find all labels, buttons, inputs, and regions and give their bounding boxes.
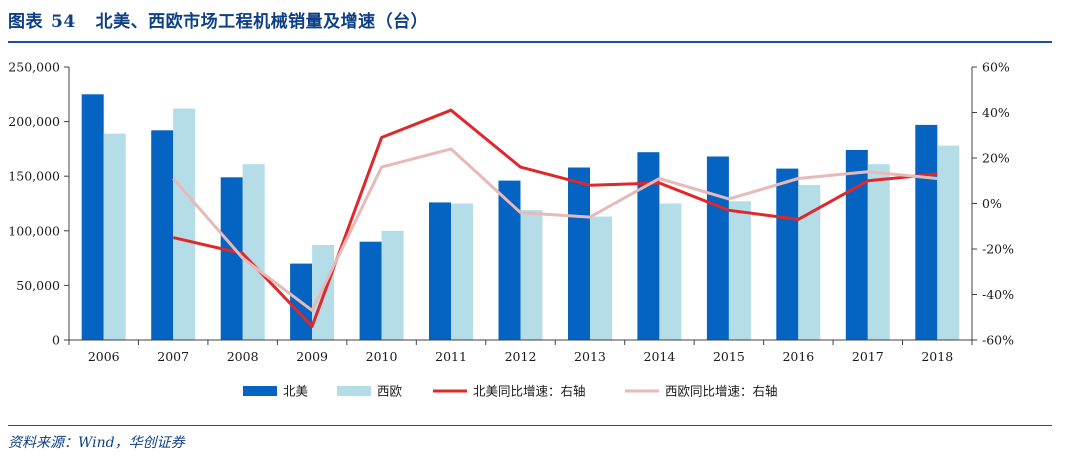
x-tick-label-2007: 2007 — [157, 349, 189, 364]
legend-north-america-growth: 北美同比增速：右轴 — [433, 384, 586, 399]
y-right-tick-label: 60% — [982, 60, 1010, 75]
y-left-tick-label: 100,000 — [8, 223, 60, 238]
bar-north-america-2017 — [845, 150, 868, 340]
y-right-tick-label: -20% — [982, 242, 1014, 257]
legend-north-america: 北美 — [243, 384, 308, 399]
x-tick-label-2015: 2015 — [713, 349, 745, 364]
legend: 北美 西欧 北美同比增速：右轴 西欧同比增速：右轴 — [243, 384, 778, 399]
bar-western-europe-2013 — [590, 216, 612, 340]
bar-western-europe-2014 — [659, 203, 682, 340]
bar-western-europe-2016 — [798, 184, 821, 340]
legend-label: 西欧 — [377, 384, 403, 399]
bar-north-america-2007 — [151, 130, 174, 340]
legend-western-europe: 西欧 — [337, 384, 403, 399]
figure-number: 54 — [51, 12, 76, 32]
x-tick-label-2010: 2010 — [366, 349, 398, 364]
bar-north-america-2013 — [568, 167, 590, 340]
x-tick-label-2012: 2012 — [505, 349, 537, 364]
x-tick-label-2017: 2017 — [852, 349, 884, 364]
bar-western-europe-2007 — [173, 108, 196, 340]
legend-label: 北美同比增速：右轴 — [473, 384, 586, 399]
bar-north-america-2018 — [915, 124, 938, 341]
bar-western-europe-2012 — [520, 210, 543, 340]
y-left-tick-label: 150,000 — [8, 169, 60, 184]
top-rule — [8, 41, 1052, 43]
x-tick-label-2008: 2008 — [227, 349, 259, 364]
x-tick-label-2013: 2013 — [574, 349, 606, 364]
bars-layer — [81, 94, 960, 341]
bar-western-europe-2017 — [867, 164, 890, 340]
line-north-america-growth — [172, 108, 938, 328]
x-tick-label-2014: 2014 — [644, 349, 676, 364]
legend-label: 北美 — [283, 384, 308, 399]
bar-north-america-2014 — [637, 152, 660, 340]
bar-north-america-2012 — [498, 180, 521, 340]
bar-western-europe-2010 — [381, 230, 404, 340]
figure-title: 图表 54 北美、西欧市场工程机械销量及增速（台） — [8, 7, 428, 32]
y-right-tick-label: 0% — [982, 196, 1002, 211]
bar-north-america-2011 — [429, 202, 451, 340]
y-right-tick-label: -40% — [982, 287, 1014, 302]
y-right-tick-label: -60% — [982, 333, 1014, 348]
lines-layer — [172, 108, 938, 328]
bar-western-europe-2008 — [242, 164, 265, 340]
bar-western-europe-2011 — [451, 203, 473, 340]
x-tick-label-2009: 2009 — [296, 349, 328, 364]
y-left-tick-label: 0 — [52, 333, 60, 348]
legend-label: 西欧同比增速：右轴 — [665, 384, 778, 399]
bar-north-america-2006 — [81, 94, 104, 340]
figure-label: 图表 — [8, 12, 43, 32]
legend-swatch — [337, 386, 371, 396]
bar-north-america-2008 — [220, 177, 243, 340]
bar-western-europe-2015 — [728, 201, 751, 340]
y-left-tick-label: 250,000 — [8, 60, 60, 75]
bar-western-europe-2018 — [937, 145, 960, 340]
bar-north-america-2016 — [776, 168, 799, 340]
x-tick-label-2018: 2018 — [921, 349, 953, 364]
line-western-europe-growth — [172, 147, 938, 312]
axes-layer: 0 50,000 100,000 150,000 200,000 250,000 -60% -… — [8, 60, 1014, 365]
source-note: 资料来源：Wind，华创证券 — [8, 435, 185, 451]
y-right-tick-label: 40% — [982, 105, 1010, 120]
bar-north-america-2010 — [359, 241, 382, 340]
figure-title-text: 北美、西欧市场工程机械销量及增速（台） — [95, 12, 429, 32]
bar-western-europe-2006 — [103, 133, 126, 340]
x-tick-label-2016: 2016 — [782, 349, 814, 364]
y-left-tick-label: 50,000 — [16, 278, 60, 293]
y-left-tick-label: 200,000 — [8, 114, 60, 129]
legend-swatch — [243, 386, 277, 396]
x-tick-label-2011: 2011 — [435, 349, 467, 364]
y-right-tick-label: 20% — [982, 151, 1010, 166]
bar-north-america-2015 — [706, 156, 729, 340]
bottom-rule — [8, 425, 1052, 426]
legend-western-europe-growth: 西欧同比增速：右轴 — [625, 384, 778, 399]
x-tick-label-2006: 2006 — [88, 349, 120, 364]
